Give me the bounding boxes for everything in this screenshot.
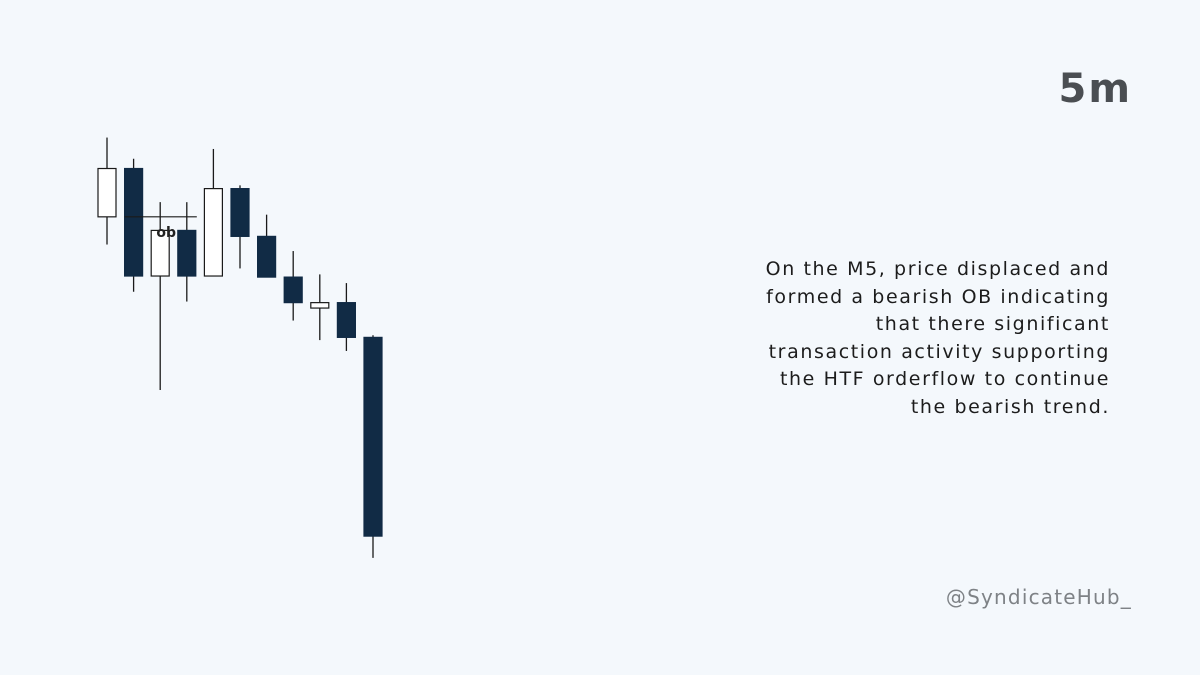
- bearish-candle: [123, 158, 144, 292]
- candle-body: [97, 167, 117, 218]
- annotations-group: ob: [124, 216, 197, 241]
- caption-line: transaction activity supporting: [768, 340, 1110, 363]
- bearish-candle: [177, 202, 197, 302]
- candle-body: [203, 188, 223, 277]
- caption-text: On the M5, price displaced and formed a …: [670, 256, 1110, 421]
- candle-body: [363, 336, 383, 537]
- caption-line: On the M5, price displaced and: [765, 258, 1110, 280]
- author-handle: @SyndicateHub_: [945, 585, 1132, 609]
- bearish-candle: [283, 251, 303, 321]
- bearish-candle: [230, 185, 250, 269]
- candles-group: [97, 137, 383, 558]
- candle-body: [257, 235, 277, 278]
- bullish-candle: [97, 137, 117, 245]
- timeframe-label: 5m: [1058, 66, 1132, 112]
- candle-body: [177, 229, 197, 277]
- caption-line: the bearish trend.: [910, 395, 1110, 418]
- candle-body: [230, 188, 250, 237]
- bullish-candle: [203, 148, 223, 277]
- ob-label: ob: [156, 225, 176, 241]
- candle-body: [283, 276, 303, 304]
- bearish-candle: [257, 214, 277, 278]
- bullish-candle: [150, 202, 170, 391]
- bearish-candle: [336, 283, 356, 351]
- bearish-candle: [363, 335, 383, 558]
- caption-line: the HTF orderflow to continue: [779, 368, 1110, 390]
- candle-body: [336, 302, 356, 338]
- candle-body: [310, 302, 330, 309]
- caption-line: formed a bearish OB indicating: [766, 285, 1110, 308]
- candle-body: [123, 167, 144, 277]
- candle-body: [150, 229, 170, 277]
- caption-line: that there significant: [875, 313, 1110, 335]
- bullish-candle: [310, 274, 330, 341]
